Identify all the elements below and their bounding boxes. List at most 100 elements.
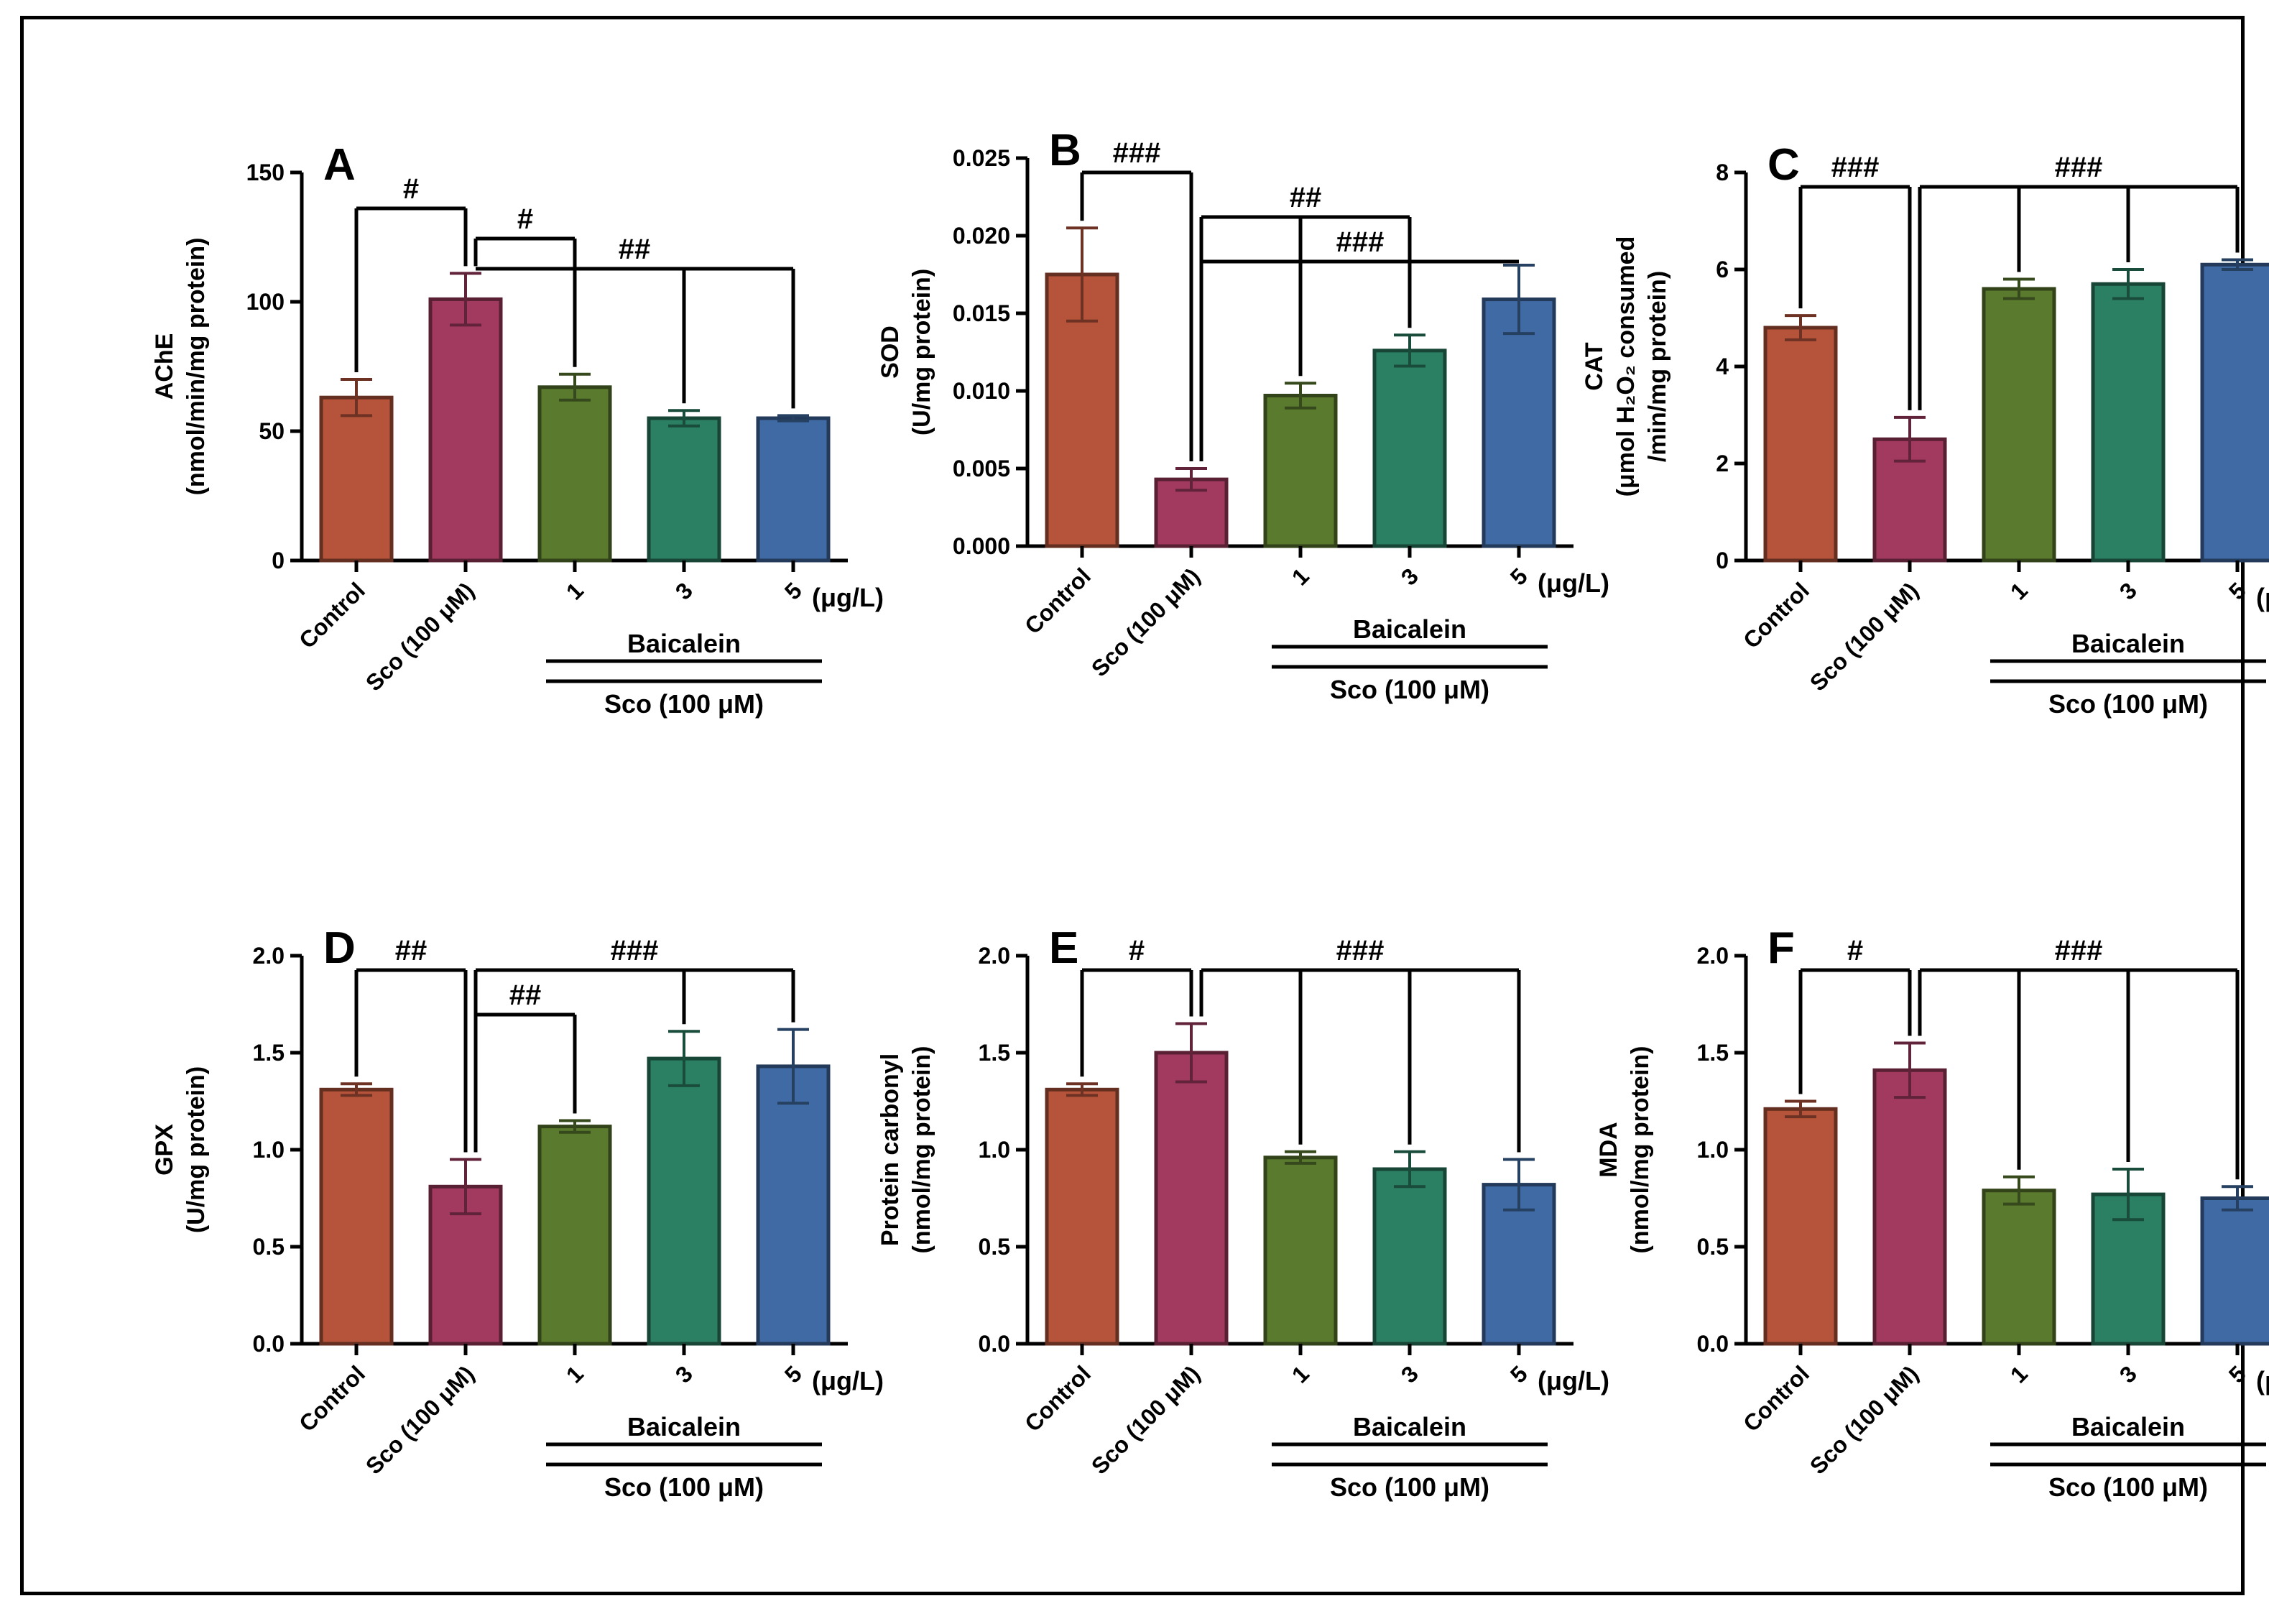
sig-label: ### <box>1831 152 1880 183</box>
group-label-sco: Sco (100 μM) <box>2048 689 2208 719</box>
x-tick-label: 3 <box>1396 1360 1423 1388</box>
group-label-sco: Sco (100 μM) <box>604 1472 764 1502</box>
unit-label: (μg/L) <box>812 1366 884 1395</box>
x-tick-label: Control <box>294 1360 370 1436</box>
y-axis-label: (nmol/min/mg protein) <box>182 238 210 496</box>
x-tick-label: Control <box>1738 1360 1814 1436</box>
y-tick-label: 0.010 <box>953 378 1010 404</box>
x-tick-label: Control <box>1020 563 1096 639</box>
group-label-baicalein: Baicalein <box>2071 1412 2185 1441</box>
chart-svg: 0.000 0.005 0.010 0.015 0.020 0.025 SOD (U/mg p… <box>877 126 1609 704</box>
x-tick-label: 1 <box>2005 1360 2033 1388</box>
bar <box>428 297 503 563</box>
chart-panel-b: 0.000 0.005 0.010 0.015 0.020 0.025 SOD (U/mg p… <box>848 93 1609 758</box>
sig-label: ## <box>395 935 428 966</box>
x-tick-label: Sco (100 μM) <box>361 577 479 696</box>
chart-panel-e: 0.0 0.5 1.0 1.5 2.0 Protein carbonyl (nmol/mg … <box>848 891 1609 1556</box>
x-tick-label: 5 <box>1505 563 1533 590</box>
group-label-sco: Sco (100 μM) <box>604 689 764 719</box>
chart-svg: 0.0 0.5 1.0 1.5 2.0 MDA (nmol/mg protein) F Cont… <box>1595 923 2269 1502</box>
panel-letter: B <box>1049 126 1081 175</box>
bar <box>647 416 721 563</box>
y-tick-label: 1.5 <box>253 1040 285 1066</box>
group-label-sco: Sco (100 μM) <box>1330 1472 1489 1502</box>
bar <box>319 1087 394 1346</box>
bar <box>1372 1167 1447 1346</box>
sig-label: ## <box>619 234 651 265</box>
panel-letter: D <box>323 923 356 973</box>
y-axis-label: SOD <box>877 326 904 379</box>
sig-label: # <box>1847 935 1863 966</box>
unit-label: (μg/L) <box>1538 568 1609 598</box>
y-tick-label: 0.0 <box>1697 1331 1729 1357</box>
bar <box>319 395 394 563</box>
chart-panel-c: 0 2 4 6 8 CAT (μmol H₂O₂ consumed/min/mg prote… <box>1566 108 2269 772</box>
y-tick-label: 0.0 <box>253 1331 285 1357</box>
y-tick-label: 0 <box>272 548 285 573</box>
sig-label: ### <box>611 935 659 966</box>
x-tick-label: 3 <box>2115 1360 2142 1388</box>
bar <box>756 416 831 563</box>
y-tick-label: 0.000 <box>953 533 1010 559</box>
bar <box>756 1064 831 1346</box>
x-tick-label: 1 <box>1287 563 1314 590</box>
x-tick-label: Sco (100 μM) <box>1086 1360 1205 1479</box>
bar <box>428 1184 503 1346</box>
y-tick-label: 0.5 <box>1697 1234 1729 1260</box>
panel-letter: A <box>323 140 356 190</box>
bar <box>1872 1068 1947 1346</box>
figure-frame <box>20 16 2245 1595</box>
y-tick-label: 100 <box>246 289 285 315</box>
bar <box>537 385 612 563</box>
y-tick-label: 0.5 <box>979 1234 1010 1260</box>
y-tick-label: 0.020 <box>953 223 1010 249</box>
unit-label: (μg/L) <box>2256 583 2269 612</box>
y-tick-label: 2 <box>1716 451 1729 476</box>
chart-panel-f: 0.0 0.5 1.0 1.5 2.0 MDA (nmol/mg protein) F Cont… <box>1566 891 2269 1556</box>
y-axis-label: (U/mg protein) <box>908 269 935 435</box>
chart-svg: 0 50 100 150 AChE (nmol/min/mg protein) A Contr… <box>151 140 884 719</box>
bar <box>1263 393 1338 548</box>
x-tick-label: 1 <box>561 1360 588 1388</box>
bar <box>1763 1107 1838 1346</box>
panel-letter: C <box>1767 140 1800 190</box>
panel-letter: F <box>1767 923 1795 973</box>
y-axis-label: (nmol/mg protein) <box>1627 1046 1654 1254</box>
x-tick-label: Control <box>294 577 370 653</box>
chart-svg: 0.0 0.5 1.0 1.5 2.0 GPX (U/mg protein) D Control… <box>151 923 884 1502</box>
bar <box>1482 297 1556 548</box>
x-tick-label: 5 <box>780 1360 807 1388</box>
sig-label: ### <box>1336 935 1385 966</box>
y-tick-label: 1.0 <box>979 1137 1010 1163</box>
bar <box>1982 287 2056 563</box>
y-tick-label: 50 <box>259 418 285 444</box>
y-tick-label: 0.5 <box>253 1234 285 1260</box>
x-tick-label: 5 <box>1505 1360 1533 1388</box>
bar <box>2091 282 2166 563</box>
chart-panel-a: 0 50 100 150 AChE (nmol/min/mg protein) A Contr… <box>122 108 884 772</box>
x-tick-label: Control <box>1738 577 1814 653</box>
unit-label: (μg/L) <box>1538 1366 1609 1395</box>
unit-label: (μg/L) <box>2256 1366 2269 1395</box>
y-tick-label: 0.005 <box>953 456 1010 481</box>
group-label-baicalein: Baicalein <box>1353 1412 1466 1441</box>
x-tick-label: 5 <box>780 577 807 604</box>
sig-label: # <box>403 173 419 205</box>
y-axis-label: (nmol/mg protein) <box>908 1046 935 1254</box>
sig-label: # <box>517 203 533 235</box>
y-tick-label: 0 <box>1716 548 1729 573</box>
bar <box>2200 1196 2269 1346</box>
group-label-sco: Sco (100 μM) <box>1330 675 1489 704</box>
y-tick-label: 0.025 <box>953 145 1010 171</box>
group-label-baicalein: Baicalein <box>627 629 741 658</box>
bar <box>1045 1087 1119 1346</box>
y-axis-label: CAT <box>1581 342 1608 391</box>
bar <box>1154 1051 1229 1346</box>
bar <box>1982 1189 2056 1346</box>
bar <box>1263 1155 1338 1346</box>
group-label-baicalein: Baicalein <box>627 1412 741 1441</box>
group-label-baicalein: Baicalein <box>2071 629 2185 658</box>
group-label-baicalein: Baicalein <box>1353 614 1466 644</box>
sig-label: ### <box>1336 226 1385 258</box>
y-tick-label: 6 <box>1716 257 1729 282</box>
